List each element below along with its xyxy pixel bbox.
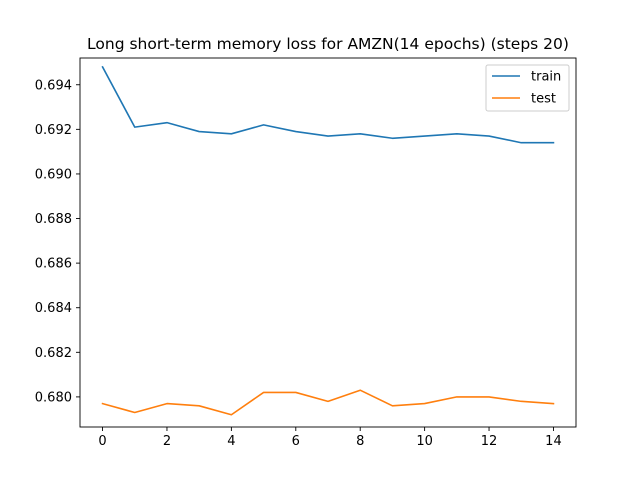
y-tick-label: 0.686 <box>35 257 72 272</box>
legend: train test <box>485 64 570 112</box>
y-tick-label: 0.694 <box>35 78 72 93</box>
x-tick-label: 6 <box>292 434 300 449</box>
y-tick-label: 0.692 <box>35 123 72 138</box>
axes: 0 2 4 6 8 10 12 14 0.680 0.682 0.684 0.686 0.688 0.69… <box>35 57 577 449</box>
y-tick-label: 0.684 <box>35 301 72 316</box>
x-tick-label: 4 <box>227 434 235 449</box>
x-tick-label: 10 <box>416 434 433 449</box>
y-tick-label: 0.680 <box>35 390 72 405</box>
axes-frame <box>79 57 577 428</box>
legend-label-test: test <box>531 92 556 107</box>
series-line-train <box>101 65 555 144</box>
x-tick-label: 8 <box>356 434 364 449</box>
x-tick-label: 14 <box>545 434 562 449</box>
x-tick-label: 2 <box>163 434 171 449</box>
series-line-test <box>101 389 555 416</box>
plot-area <box>101 65 555 416</box>
chart-title: Long short-term memory loss for AMZN(14 … <box>87 35 569 53</box>
x-tick-label: 0 <box>98 434 106 449</box>
legend-label-train: train <box>531 70 561 85</box>
y-tick-label: 0.690 <box>35 167 72 182</box>
y-tick-label: 0.688 <box>35 212 72 227</box>
x-tick-label: 12 <box>481 434 498 449</box>
y-tick-label: 0.682 <box>35 346 72 361</box>
